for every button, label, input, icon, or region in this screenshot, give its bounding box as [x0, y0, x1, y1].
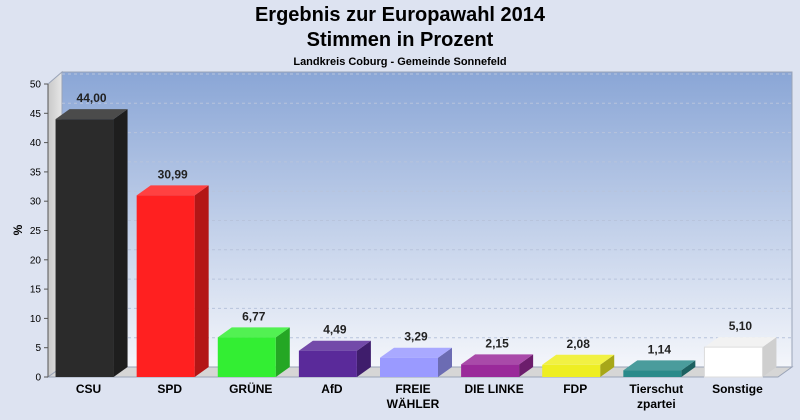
- y-axis-label: %: [11, 224, 25, 235]
- category-label: CSU: [76, 382, 101, 396]
- bar-spd: [136, 185, 209, 377]
- bar-front: [298, 350, 357, 377]
- value-label: 3,29: [404, 330, 428, 344]
- bar-tierschut-zpartei: [623, 360, 696, 377]
- bar-front: [136, 195, 195, 377]
- value-label: 4,49: [323, 323, 347, 337]
- bar-top: [380, 347, 452, 358]
- bar-front: [55, 119, 114, 377]
- bar-side: [681, 360, 696, 377]
- y-tick-label: 35: [30, 167, 42, 178]
- bar-top: [461, 354, 534, 365]
- y-tick-label: 30: [30, 197, 42, 208]
- category-label: DIE LINKE: [464, 382, 523, 396]
- bar-front: [542, 364, 601, 377]
- value-label: 2,08: [567, 337, 591, 351]
- bar-top: [704, 337, 777, 348]
- category-label: zpartei: [637, 397, 676, 411]
- bar-side: [600, 354, 615, 377]
- bar-top: [217, 327, 290, 338]
- y-tick-label: 10: [30, 314, 42, 325]
- category-label: WÄHLER: [387, 396, 440, 411]
- category-label: FREIE: [395, 382, 430, 396]
- category-label: GRÜNE: [229, 381, 272, 396]
- category-label: FDP: [563, 382, 587, 396]
- value-label: 30,99: [158, 167, 188, 181]
- value-label: 5,10: [729, 319, 753, 333]
- bar-sonstige: [703, 337, 777, 378]
- bar-afd: [298, 340, 371, 377]
- bar-front: [623, 370, 682, 377]
- y-tick-label: 50: [30, 80, 42, 91]
- bar-front: [217, 337, 276, 377]
- bar-side: [438, 347, 452, 377]
- y-tick-label: 40: [30, 138, 42, 149]
- bar-grüne: [217, 327, 290, 377]
- bar-side: [519, 354, 534, 377]
- bar-top: [136, 185, 209, 196]
- bar-side: [356, 340, 371, 377]
- category-label: Tierschut: [629, 382, 683, 396]
- y-tick-label: 25: [30, 226, 42, 237]
- bar-top: [55, 109, 128, 120]
- value-label: 44,00: [77, 91, 107, 105]
- y-tick-label: 5: [35, 343, 41, 354]
- bar-side: [113, 109, 128, 377]
- y-tick-label: 45: [30, 109, 42, 120]
- bar-freie-wähler: [380, 347, 452, 377]
- bar-side: [194, 185, 209, 377]
- y-tick-label: 20: [30, 255, 42, 266]
- bar-csu: [55, 109, 128, 377]
- bar-front: [703, 346, 763, 378]
- bar-top: [623, 360, 696, 371]
- bar-die linke: [461, 354, 534, 377]
- bar-top: [298, 340, 371, 351]
- y-tick-label: 0: [35, 373, 41, 384]
- bar-front: [380, 357, 438, 377]
- bar-side: [275, 327, 290, 377]
- value-label: 1,14: [648, 342, 672, 356]
- chart-title: Ergebnis zur Europawahl 2014: [254, 4, 546, 26]
- bar-side: [762, 337, 777, 377]
- value-label: 2,15: [485, 336, 509, 350]
- y-tick-label: 15: [30, 285, 42, 296]
- chart-title-line2: Stimmen in Prozent: [306, 29, 494, 51]
- bar-front: [461, 364, 520, 377]
- bar-fdp: [542, 354, 615, 377]
- chart-subtitle: Landkreis Coburg - Gemeinde Sonnefeld: [293, 56, 507, 68]
- value-label: 6,77: [242, 309, 266, 323]
- category-label: AfD: [321, 382, 343, 396]
- bar-top: [542, 354, 615, 365]
- category-label: Sonstige: [712, 382, 763, 396]
- category-label: SPD: [157, 382, 182, 396]
